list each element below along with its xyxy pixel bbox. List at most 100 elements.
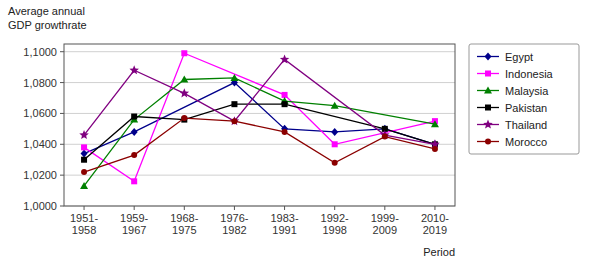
background [0,0,597,269]
x-tick-label: 1959-1967 [120,212,148,236]
x-tick-label: 1951-1958 [70,212,98,236]
series-line [84,78,435,186]
data-point [331,102,339,109]
text-line: 1983- [270,212,298,224]
legend-marker [485,53,492,61]
legend-label: Thailand [505,119,547,131]
data-point [181,115,187,121]
legend-marker [485,105,491,111]
series-line [84,83,435,154]
text-line: 2010- [421,212,449,224]
text-line: 1991 [272,224,296,236]
data-point [131,152,137,158]
series-line [84,118,435,172]
y-tick [60,51,64,52]
data-point [331,128,338,136]
series-line [84,53,435,181]
text-line: 1992- [321,212,349,224]
y-tick-label: 1,0000 [23,200,57,212]
legend-label: Pakistan [505,102,547,114]
data-point [81,150,88,158]
legend-box [469,44,579,154]
text-line: Average annual [8,5,85,17]
series-line [84,59,435,144]
text-line: 1998 [322,224,346,236]
data-point [332,160,338,166]
y-tick [60,144,64,145]
grid [64,52,455,206]
chart: 1,0000 1,0200 1,0400 1,0600 1,0800 1,1000 1951… [0,0,597,269]
legend-marker [485,71,491,77]
data-point [81,144,87,150]
data-point [280,54,290,63]
grid-line [64,82,455,83]
y-tick-label: 1,1000 [23,46,57,58]
y-axis-label: Average annual GDP growthrate [8,5,87,31]
grid-line [64,51,455,52]
data-point [131,128,138,136]
text-line: 1982 [222,224,246,236]
data-point [129,65,139,74]
data-point [231,118,237,124]
grid-line [64,113,455,114]
data-point [81,169,87,175]
text-line: 2019 [423,224,447,236]
series-line [84,104,435,160]
plot-frame [64,44,455,206]
data-point [332,141,338,147]
data-point [80,182,88,189]
legend-marker [485,139,491,145]
data-point [231,101,237,107]
legend-label: Egypt [505,51,533,63]
data-point [181,50,187,56]
legend-marker [484,87,492,94]
x-tick [234,206,235,210]
data-point [282,129,288,135]
text-line: 1967 [122,224,146,236]
x-tick-label: 2010-2019 [421,212,449,236]
y-tick [60,82,64,83]
legend-marker [483,120,493,129]
y-tick-label: 1,0800 [23,77,57,89]
text-line: 2009 [373,224,397,236]
text-line: 1951- [70,212,98,224]
data-point [180,75,188,82]
x-tick [84,206,85,210]
legend: Egypt Indonesia Malaysia Pakistan Thailand Mo… [469,44,579,154]
grid-line [64,175,455,176]
x-tick-label: 1968-1975 [170,212,198,236]
data-point [431,120,439,127]
x-tick-label: 1999-2009 [371,212,399,236]
x-tick [284,206,285,210]
y-tick-label: 1,0400 [23,138,57,150]
legend-label: Indonesia [505,68,554,80]
x-tick [384,206,385,210]
x-axis-label: Period [423,246,455,258]
axes: 1,0000 1,0200 1,0400 1,0600 1,0800 1,1000 1951… [23,44,455,236]
data-point [131,114,137,120]
legend-label: Morocco [505,136,547,148]
y-tick-label: 1,0200 [23,169,57,181]
data-point [230,74,238,81]
data-point [282,92,288,98]
x-tick-label: 1992-1998 [321,212,349,236]
y-tick [60,113,64,114]
y-tick-label: 1,0600 [23,107,57,119]
y-tick [60,175,64,176]
data-point [282,101,288,107]
text-line: GDP growthrate [8,19,87,31]
data-point [432,146,438,152]
legend-label: Malaysia [505,85,549,97]
data-point [131,178,137,184]
data-point [382,134,388,140]
x-tick [434,206,435,210]
data-point [180,88,190,97]
text-line: 1958 [72,224,96,236]
x-tick [134,206,135,210]
text-line: 1999- [371,212,399,224]
text-line: 1975 [172,224,196,236]
data-point [81,157,87,163]
x-tick-label: 1976-1982 [220,212,248,236]
data-point [79,130,89,139]
text-line: 1959- [120,212,148,224]
